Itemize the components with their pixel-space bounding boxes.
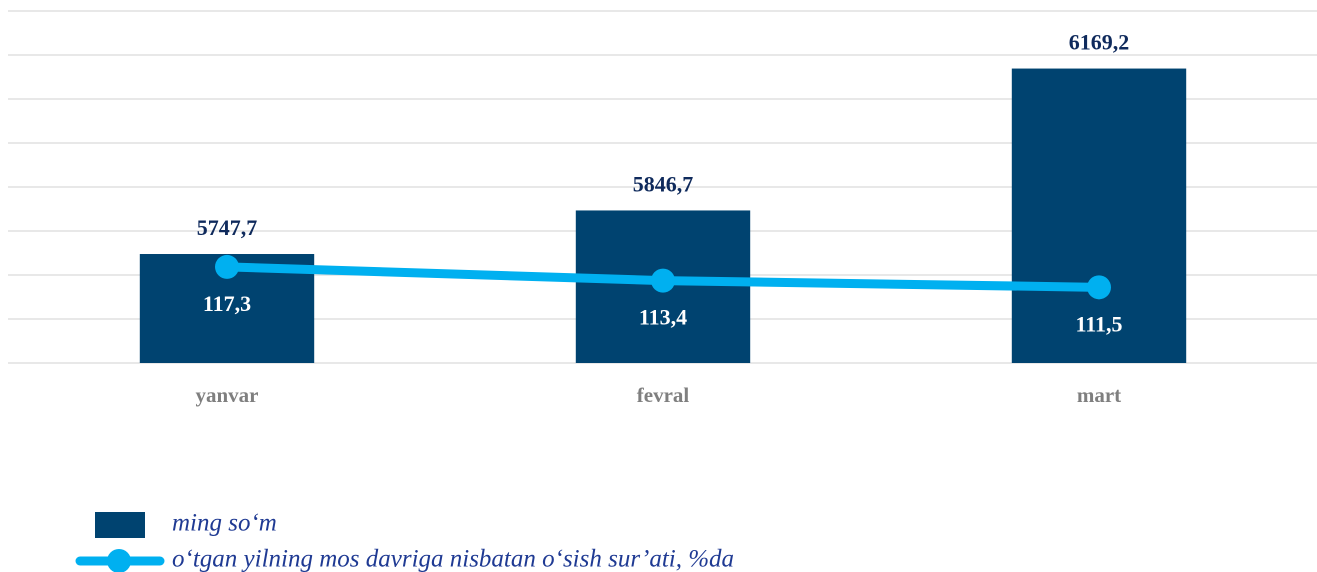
line-value-label: 113,4 [639, 305, 687, 330]
line-marker [215, 254, 239, 279]
line-value-label: 111,5 [1075, 311, 1122, 336]
x-tick-label: fevral [637, 383, 690, 407]
x-tick-label: mart [1077, 383, 1121, 407]
line-marker [1087, 275, 1111, 300]
x-tick-label: yanvar [196, 383, 259, 407]
bar [1011, 68, 1187, 363]
legend-marker [107, 549, 131, 572]
legend-label: o‘tgan yilning mos davriga nisbatan o‘si… [172, 546, 734, 572]
legend-label: ming so‘m [172, 510, 277, 537]
bar-value-label: 6169,2 [1069, 30, 1130, 55]
bar-value-label: 5846,7 [633, 171, 694, 196]
line-marker [651, 268, 675, 293]
line-value-label: 117,3 [203, 291, 251, 316]
legend-swatch [95, 512, 145, 538]
bar-value-label: 5747,7 [197, 215, 258, 240]
